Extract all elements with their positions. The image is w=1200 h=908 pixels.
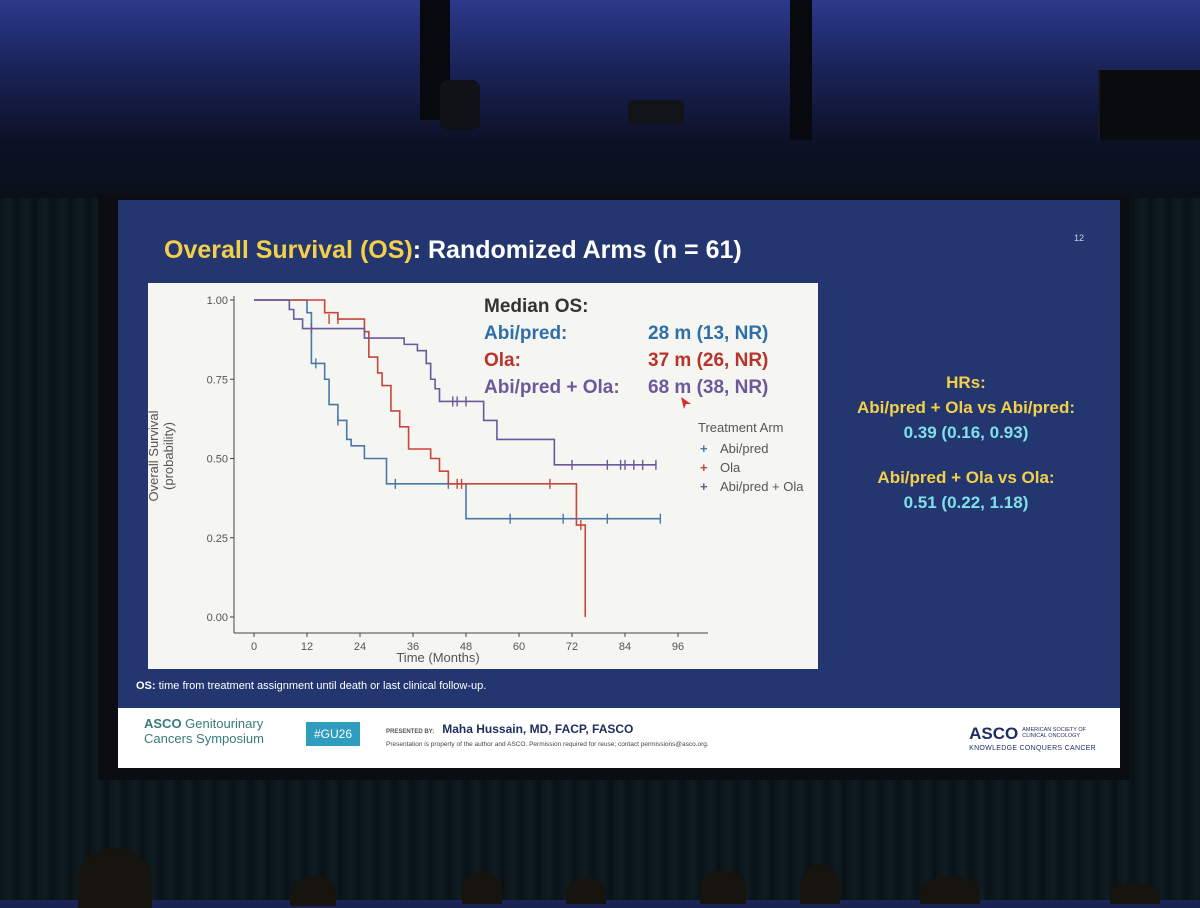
hr-value-2: 0.51 (0.22, 1.18) [903,493,1029,512]
y-tick-label: 0.25 [207,533,228,545]
ceiling-rig [440,80,480,130]
x-tick-label: 84 [619,641,631,653]
audience-head [290,876,336,906]
km-plot-panel: 0.00 0.25 0.50 0.75 1.00 0 12 24 36 48 60 72 84 96 Ti… [148,283,818,669]
ceiling-beam [790,0,812,140]
footnote-text: time from treatment assignment until dea… [158,680,487,692]
plus-icon: + [700,460,708,475]
presented-by-label: PRESENTED BY: [386,729,435,735]
audience-head [78,848,152,908]
ceiling [0,0,1200,150]
x-tick-label: 96 [672,641,684,653]
slide-title-rest: : Randomized Arms (n = 61) [412,236,742,264]
hr-value-1: 0.39 (0.16, 0.93) [903,423,1029,442]
valance [0,140,1200,198]
symposium-name: Genitourinary [181,716,264,731]
slide-footer: ASCO Genitourinary Cancers Symposium #GU… [118,708,1120,768]
slide-title-highlight: Overall Survival (OS) [164,236,413,264]
symposium-brand: ASCO [144,716,182,731]
x-tick-label: 0 [251,641,257,653]
symposium-logo: ASCO Genitourinary Cancers Symposium [144,716,264,746]
median-os-box: Median OS: Abi/pred: 28 m (13, NR) Ola: … [484,293,814,401]
hr-comparison-1: Abi/pred + Ola vs Abi/pred: [856,398,1076,417]
series-abi-pred-line [254,299,661,520]
os-footnote: OS: time from treatment assignment until… [136,680,486,692]
legend-item-ola: + Ola [698,458,803,477]
x-tick-label: 60 [513,641,525,653]
hashtag-badge: #GU26 [306,722,360,746]
median-label: Abi/pred: [484,323,568,344]
legend-label: Ola [720,460,741,475]
legend-title: Treatment Arm [698,420,784,435]
asco-society-name: AMERICAN SOCIETY OF CLINICAL ONCOLOGY [1022,727,1086,739]
median-row-combo: Abi/pred + Ola: 68 m (38, NR) [484,374,814,401]
y-tick-label: 0.00 [207,612,228,624]
hr-comparison-2: Abi/pred + Ola vs Ola: [877,468,1055,487]
hr-spacer [818,445,1114,465]
x-axis-label: Time (Months) [396,650,479,665]
presenter-name: Maha Hussain, MD, FACP, FASCO [442,722,634,736]
x-tick-label: 48 [460,641,472,653]
cursor-pointer-icon [681,397,691,409]
y-tick-label: 0.50 [207,454,228,466]
median-value: 28 m (13, NR) [648,323,769,344]
median-os-heading: Median OS: [484,296,589,317]
median-value: 68 m (38, NR) [648,377,769,398]
legend-item-abi: + Abi/pred [698,439,803,458]
median-row-ola: Ola: 37 m (26, NR) [484,347,814,374]
projector [628,100,684,124]
presentation-slide: 12 Overall Survival (OS): Randomized Arm… [118,200,1120,768]
legend-label: Abi/pred [720,441,769,456]
asco-tagline: KNOWLEDGE CONQUERS CANCER [969,745,1096,752]
slide-title: Overall Survival (OS): Randomized Arms (… [164,236,742,265]
chart-legend: Treatment Arm + Abi/pred + Ola + Abi/pre… [698,418,803,496]
footnote-label: OS: [136,680,156,692]
x-tick-label: 36 [407,641,419,653]
slide-number: 12 [1073,233,1084,243]
audience-head [462,872,502,904]
y-axis-label-line2: (probability) [161,422,176,490]
audience-head [800,864,840,904]
asco-logo: ASCO AMERICAN SOCIETY OF CLINICAL ONCOLOG… [969,724,1096,752]
series-abi-pred-ola-line [254,299,656,466]
median-value: 37 m (26, NR) [648,350,769,371]
x-tick-label: 12 [301,641,313,653]
symposium-name-line2: Cancers Symposium [144,731,264,746]
plus-icon: + [700,479,708,494]
asco-logo-word: ASCO [969,724,1019,743]
audience-silhouettes [0,848,1200,908]
median-label: Ola: [484,350,521,371]
median-label: Abi/pred + Ola: [484,377,620,398]
audience-head [920,876,980,904]
y-tick-label: 1.00 [207,295,228,307]
legend-item-combo: + Abi/pred + Ola [698,477,803,496]
audience-head [566,878,606,904]
presenter: PRESENTED BY: Maha Hussain, MD, FACP, FAS… [386,722,633,736]
series-ola-line [254,299,587,617]
hrs-heading: HRs: [946,373,986,392]
hazard-ratios: HRs: Abi/pred + Ola vs Abi/pred: 0.39 (0… [818,370,1114,515]
permission-note: Presentation is property of the author a… [386,741,709,748]
audience-head [1110,882,1160,904]
median-row-abi: Abi/pred: 28 m (13, NR) [484,320,814,347]
plus-icon: + [700,441,708,456]
x-tick-label: 24 [354,641,366,653]
km-chart: 0.00 0.25 0.50 0.75 1.00 0 12 24 36 48 60 72 84 96 Ti… [148,295,708,665]
audience-head [700,870,746,904]
y-axis-label-line1: Overall Survival [148,410,161,501]
y-tick-label: 0.75 [207,374,228,386]
x-tick-label: 72 [566,641,578,653]
legend-label: Abi/pred + Ola [720,479,804,494]
